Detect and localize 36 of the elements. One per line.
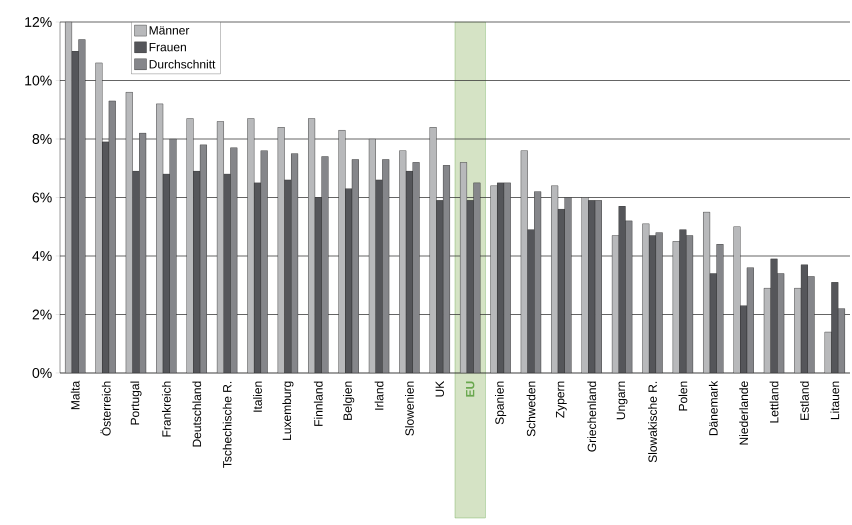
x-tick-label: Malta [70,380,80,410]
y-tick-label: 0% [32,368,52,378]
y-tick-label: 4% [32,251,52,261]
x-tick-label: Portugal [130,382,142,424]
x-tick-label: Luxemburg [282,382,294,440]
y-tick-label: 12% [25,17,52,27]
legend-label: Frauen [150,42,186,52]
x-tick-label: Belgien [343,382,354,420]
x-tick-label: EU [466,382,474,397]
x-tick-label: Slowakische R. [648,382,657,462]
x-tick-label: Ungarn [616,382,628,420]
x-tick-label: Lettland [770,382,778,422]
x-tick-label: Dänemark [708,380,718,436]
x-tick-label: Niederlande [739,381,748,445]
x-tick-label: Zypern [556,382,567,418]
x-tick-label: Irland [374,382,384,410]
y-tick-label: 2% [32,310,52,320]
legend-label: Durchschnitt [150,60,216,69]
x-tick-label: Spanien [494,382,506,424]
x-tick-label: Estland [800,382,809,420]
x-tick-label: Österreich [100,382,111,436]
x-tick-label: Italien [253,382,262,412]
x-tick-label: Polen [678,382,688,410]
y-tick-label: 8% [32,134,52,144]
y-tick-label: 10% [25,76,52,86]
x-tick-label: Schweden [526,382,536,436]
legend-label: Männer [150,26,190,35]
y-tick-label: 6% [32,192,52,202]
x-tick-label: Frankreich [162,382,171,436]
x-tick-label: Deutschland [192,382,202,447]
x-tick-label: Slowenien [405,382,414,436]
x-tick-label: Finnland [314,382,323,426]
x-tick-label: Griechenland [587,382,596,452]
x-tick-label: Tschechische R. [222,382,232,468]
x-tick-label: Litauen [830,382,840,420]
x-tick-label: UK [436,380,444,397]
